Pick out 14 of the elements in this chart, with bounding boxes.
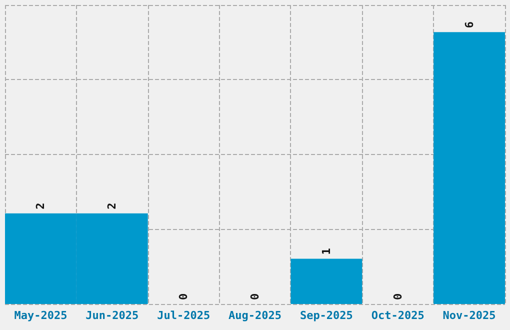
data-label: 2 (106, 202, 119, 210)
x-tick-label: May-2025 (14, 309, 68, 322)
x-tick-label: Nov-2025 (442, 309, 496, 322)
data-label: 2 (34, 202, 48, 210)
x-tick-label: Jul-2025 (157, 309, 210, 322)
data-label: 0 (248, 293, 262, 300)
x-tick-label: Aug-2025 (228, 309, 282, 322)
data-label: 1 (320, 248, 333, 255)
data-label: 0 (177, 293, 190, 300)
data-label: 0 (391, 293, 404, 300)
x-tick-label: Oct-2025 (371, 309, 424, 322)
data-label: 6 (462, 21, 476, 28)
x-tick-label: Sep-2025 (300, 309, 353, 322)
x-tick-label: Jun-2025 (86, 309, 139, 322)
